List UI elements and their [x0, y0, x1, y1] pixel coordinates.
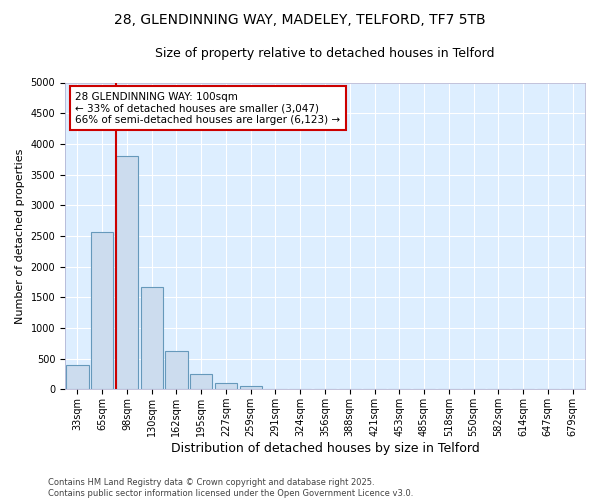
- Bar: [116, 156, 138, 390]
- Y-axis label: Number of detached properties: Number of detached properties: [15, 148, 25, 324]
- Title: Size of property relative to detached houses in Telford: Size of property relative to detached ho…: [155, 48, 495, 60]
- Bar: [239, 386, 262, 390]
- X-axis label: Distribution of detached houses by size in Telford: Distribution of detached houses by size …: [170, 442, 479, 455]
- Text: Contains HM Land Registry data © Crown copyright and database right 2025.
Contai: Contains HM Land Registry data © Crown c…: [48, 478, 413, 498]
- Bar: [140, 288, 163, 390]
- Bar: [91, 232, 113, 390]
- Bar: [66, 366, 89, 390]
- Bar: [215, 383, 237, 390]
- Text: 28, GLENDINNING WAY, MADELEY, TELFORD, TF7 5TB: 28, GLENDINNING WAY, MADELEY, TELFORD, T…: [114, 12, 486, 26]
- Bar: [190, 374, 212, 390]
- Text: 28 GLENDINNING WAY: 100sqm
← 33% of detached houses are smaller (3,047)
66% of s: 28 GLENDINNING WAY: 100sqm ← 33% of deta…: [76, 92, 341, 125]
- Bar: [166, 352, 188, 390]
